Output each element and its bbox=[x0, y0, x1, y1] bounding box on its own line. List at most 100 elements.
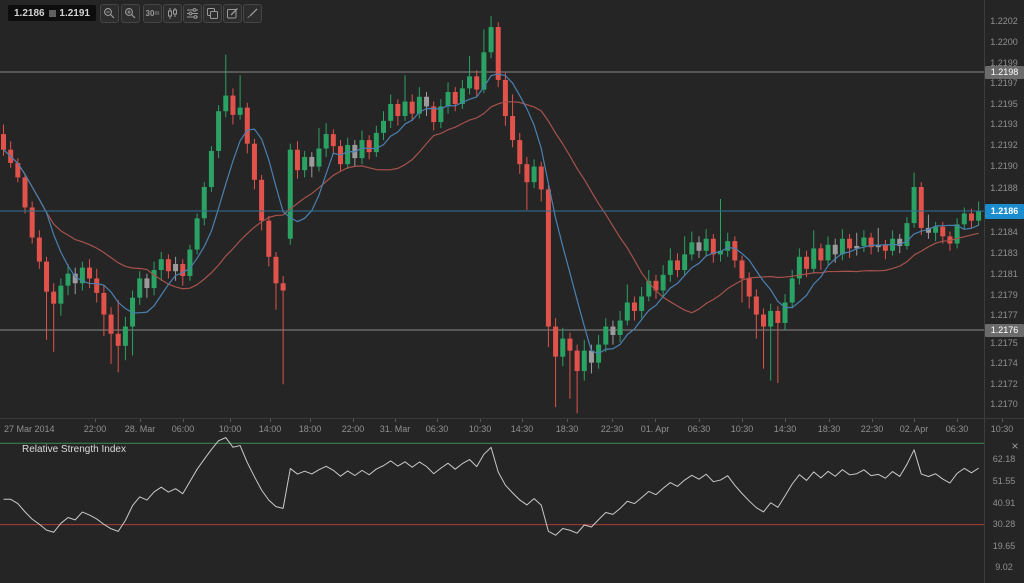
quote-panel: 1.2186 1.2191 bbox=[8, 5, 96, 21]
time-tick-mark bbox=[437, 419, 438, 422]
time-tick-mark bbox=[310, 419, 311, 422]
level-low-badge: 1.2176 bbox=[985, 324, 1024, 337]
time-tick-label: 18:30 bbox=[817, 424, 841, 434]
time-tick-label: 27 Mar 2014 bbox=[4, 424, 55, 434]
time-tick-label: 10:30 bbox=[990, 424, 1014, 434]
price-tick-label: 1.2175 bbox=[990, 338, 1018, 348]
time-tick-mark bbox=[480, 419, 481, 422]
time-tick-label: 01. Apr bbox=[640, 424, 670, 434]
time-tick-label: 22:30 bbox=[600, 424, 624, 434]
time-tick-label: 22:30 bbox=[860, 424, 884, 434]
price-tick-label: 1.2200 bbox=[990, 37, 1018, 47]
time-tick-mark bbox=[829, 419, 830, 422]
indicator-settings-icon bbox=[187, 8, 198, 19]
candlestick-series bbox=[1, 16, 982, 414]
time-tick-mark bbox=[183, 419, 184, 422]
price-tick-label: 1.2195 bbox=[990, 99, 1018, 109]
time-tick-mark bbox=[612, 419, 613, 422]
price-tick-label: 1.2183 bbox=[990, 248, 1018, 258]
chart-type-button[interactable] bbox=[163, 4, 182, 23]
time-tick-mark bbox=[742, 419, 743, 422]
timeframe-label: 30 bbox=[145, 8, 155, 18]
time-tick-label: 06:30 bbox=[945, 424, 969, 434]
rsi-tick-label: 9.02 bbox=[995, 562, 1013, 572]
time-tick-label: 06:30 bbox=[425, 424, 449, 434]
price-tick-label: 1.2172 bbox=[990, 379, 1018, 389]
rsi-line bbox=[3, 437, 979, 536]
rsi-tick-label: 62.18 bbox=[992, 454, 1016, 464]
time-tick-label: 06:30 bbox=[687, 424, 711, 434]
price-tick-label: 1.2199 bbox=[990, 58, 1018, 68]
rsi-panel-title: Relative Strength Index bbox=[22, 444, 126, 455]
time-tick-mark bbox=[522, 419, 523, 422]
buy-price-button[interactable]: 1.2191 bbox=[59, 7, 90, 19]
zoom-in-button[interactable] bbox=[121, 4, 140, 23]
rsi-tick-label: 30.28 bbox=[992, 519, 1016, 529]
ma-slow-line bbox=[3, 101, 979, 314]
horizontal-level-lines[interactable] bbox=[0, 71, 984, 331]
timeframe-unit: m bbox=[154, 10, 160, 17]
zoom-in-icon bbox=[125, 8, 136, 19]
time-tick-mark bbox=[270, 419, 271, 422]
time-tick-mark bbox=[567, 419, 568, 422]
time-tick-label: 02. Apr bbox=[899, 424, 929, 434]
rsi-tick-label: 40.91 bbox=[992, 498, 1016, 508]
price-tick-label: 1.2193 bbox=[990, 119, 1018, 129]
time-tick-label: 14:30 bbox=[773, 424, 797, 434]
zoom-out-icon bbox=[104, 8, 115, 19]
time-tick-label: 22:00 bbox=[341, 424, 365, 434]
time-tick-label: 14:00 bbox=[258, 424, 282, 434]
time-tick-label: 06:00 bbox=[171, 424, 195, 434]
ma-fast-line bbox=[3, 73, 979, 355]
rsi-plot bbox=[0, 437, 984, 536]
time-tick-mark bbox=[957, 419, 958, 422]
time-tick-label: 28. Mar bbox=[124, 424, 156, 434]
price-tick-label: 1.2184 bbox=[990, 227, 1018, 237]
price-tick-label: 1.2188 bbox=[990, 183, 1018, 193]
price-tick-label: 1.2197 bbox=[990, 78, 1018, 88]
timeframe-button[interactable]: 30 m bbox=[143, 4, 162, 23]
layers-button[interactable] bbox=[203, 4, 222, 23]
current-price-badge: 1.2186 bbox=[985, 204, 1024, 219]
layers-icon bbox=[207, 8, 218, 19]
indicators-button[interactable] bbox=[183, 4, 202, 23]
price-axis-separator bbox=[984, 0, 985, 583]
price-tick-label: 1.2177 bbox=[990, 310, 1018, 320]
time-tick-label: 10:00 bbox=[218, 424, 242, 434]
time-tick-mark bbox=[230, 419, 231, 422]
price-tick-label: 1.2181 bbox=[990, 269, 1018, 279]
time-tick-mark bbox=[140, 419, 141, 422]
candlestick-icon bbox=[168, 8, 177, 19]
rsi-tick-label: 19.65 bbox=[992, 541, 1016, 551]
pen-drawing-button[interactable] bbox=[243, 4, 262, 23]
rsi-tick-label: 51.55 bbox=[992, 476, 1016, 486]
time-axis[interactable]: 27 Mar 2014 22:00 28. Mar 06:00 10:00 14:00 18… bbox=[0, 418, 1024, 437]
time-tick-mark bbox=[914, 419, 915, 422]
time-tick-label: 22:00 bbox=[83, 424, 107, 434]
price-tick-label: 1.2190 bbox=[990, 161, 1018, 171]
time-tick-label: 14:30 bbox=[510, 424, 534, 434]
sell-price-button[interactable]: 1.2186 bbox=[14, 7, 45, 19]
time-tick-label: 18:30 bbox=[555, 424, 579, 434]
pen-icon bbox=[247, 8, 258, 19]
price-tick-label: 1.2192 bbox=[990, 140, 1018, 150]
time-tick-mark bbox=[95, 419, 96, 422]
time-tick-mark bbox=[655, 419, 656, 422]
edit-icon bbox=[227, 8, 238, 19]
time-tick-mark bbox=[872, 419, 873, 422]
time-tick-label: 18:00 bbox=[298, 424, 322, 434]
edit-drawing-button[interactable] bbox=[223, 4, 242, 23]
price-tick-label: 1.2179 bbox=[990, 290, 1018, 300]
zoom-out-button[interactable] bbox=[100, 4, 119, 23]
level-high-badge: 1.2198 bbox=[985, 66, 1024, 79]
moving-average-lines bbox=[3, 73, 979, 355]
time-tick-label: 31. Mar bbox=[379, 424, 411, 434]
time-tick-label: 10:30 bbox=[468, 424, 492, 434]
time-tick-mark bbox=[353, 419, 354, 422]
time-tick-mark bbox=[699, 419, 700, 422]
spread-indicator-icon bbox=[48, 9, 56, 17]
time-tick-mark bbox=[785, 419, 786, 422]
rsi-close-button[interactable]: × bbox=[1011, 439, 1019, 453]
